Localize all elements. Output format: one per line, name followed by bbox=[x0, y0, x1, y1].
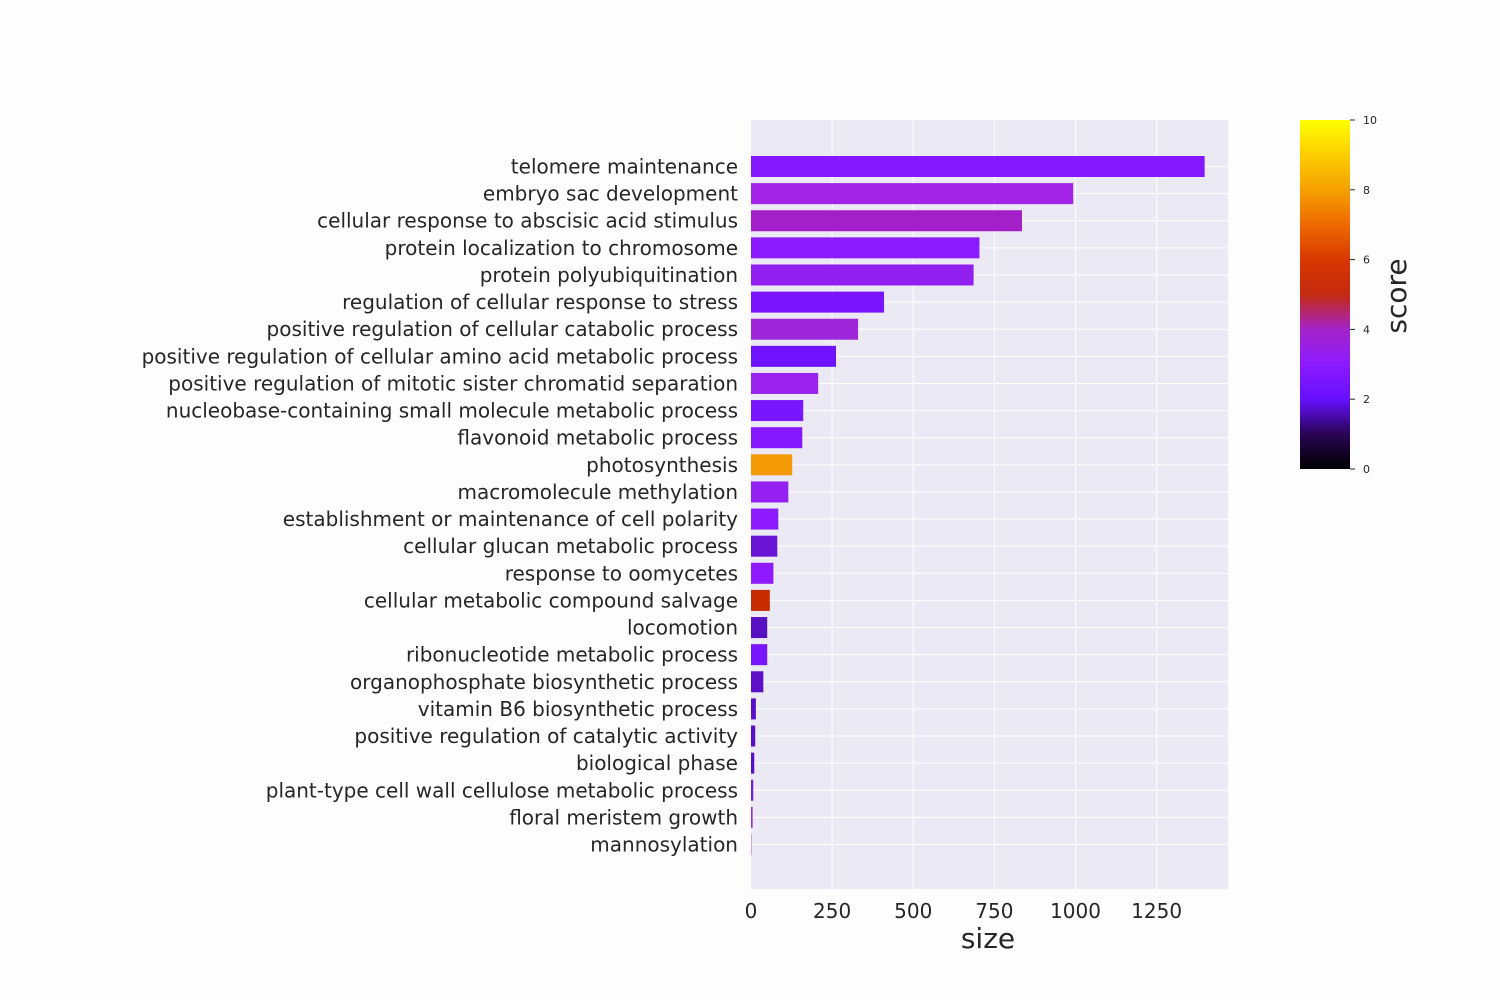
colorbar-tick-label: 10 bbox=[1363, 114, 1377, 127]
category-labels: telomere maintenance embryo sac developme… bbox=[142, 155, 739, 857]
category-label: organophosphate biosynthetic process bbox=[350, 670, 738, 694]
bar bbox=[751, 372, 819, 394]
category-label: ribonucleotide metabolic process bbox=[406, 643, 738, 667]
bar bbox=[751, 508, 779, 530]
category-label: flavonoid metabolic process bbox=[457, 426, 738, 450]
category-label: response to oomycetes bbox=[505, 561, 738, 585]
bar bbox=[751, 535, 778, 557]
bar bbox=[751, 345, 837, 367]
category-label: photosynthesis bbox=[586, 453, 738, 477]
category-label: macromolecule methylation bbox=[458, 480, 739, 504]
bar bbox=[751, 725, 756, 747]
bars bbox=[751, 156, 1205, 855]
bar bbox=[751, 427, 803, 449]
category-label: mannosylation bbox=[590, 833, 738, 857]
x-tick-label: 750 bbox=[975, 899, 1013, 923]
colorbar-tick-label: 8 bbox=[1363, 184, 1370, 197]
category-label: floral meristem growth bbox=[509, 805, 738, 829]
bar bbox=[751, 210, 1022, 232]
category-label: embryo sac development bbox=[483, 182, 738, 206]
colorbar-tick-label: 6 bbox=[1363, 254, 1370, 267]
colorbar-ticks: 0 2 4 6 8 10 bbox=[1350, 114, 1377, 476]
bar bbox=[751, 400, 804, 422]
bar bbox=[751, 806, 753, 828]
bar bbox=[751, 698, 756, 720]
category-label: protein localization to chromosome bbox=[385, 236, 738, 260]
colorbar-title: score bbox=[1380, 258, 1413, 333]
bar bbox=[751, 318, 859, 340]
bar bbox=[751, 237, 980, 259]
colorbar-tick-label: 2 bbox=[1363, 393, 1370, 406]
category-label: vitamin B6 biosynthetic process bbox=[418, 697, 738, 721]
bar bbox=[751, 562, 774, 584]
colorbar-tick-label: 4 bbox=[1363, 323, 1370, 336]
category-label: cellular glucan metabolic process bbox=[403, 534, 738, 558]
bar bbox=[751, 617, 768, 639]
category-label: positive regulation of mitotic sister ch… bbox=[168, 371, 738, 395]
x-axis-title: size bbox=[961, 922, 1015, 955]
category-label: biological phase bbox=[576, 751, 738, 775]
category-label: telomere maintenance bbox=[511, 155, 738, 179]
category-label: establishment or maintenance of cell pol… bbox=[283, 507, 738, 531]
bar bbox=[751, 589, 770, 611]
x-tick-label: 0 bbox=[745, 899, 758, 923]
bar bbox=[751, 671, 764, 693]
x-tick-label: 1250 bbox=[1131, 899, 1182, 923]
category-label: plant-type cell wall cellulose metabolic… bbox=[266, 778, 738, 802]
category-label: regulation of cellular response to stres… bbox=[342, 290, 738, 314]
bar bbox=[751, 779, 754, 801]
category-label: positive regulation of cellular amino ac… bbox=[142, 344, 738, 368]
bar bbox=[751, 156, 1205, 177]
bar bbox=[751, 264, 974, 286]
category-label: nucleobase-containing small molecule met… bbox=[166, 399, 738, 423]
category-label: locomotion bbox=[627, 616, 738, 640]
category-label: cellular metabolic compound salvage bbox=[364, 588, 738, 612]
bar bbox=[751, 183, 1074, 205]
bar bbox=[751, 454, 793, 476]
bar bbox=[751, 291, 885, 313]
colorbar bbox=[1300, 120, 1350, 469]
bar bbox=[751, 481, 789, 503]
x-axis-ticks: 0 250 500 750 1000 1250 bbox=[745, 899, 1182, 923]
category-label: cellular response to abscisic acid stimu… bbox=[317, 209, 738, 233]
category-label: positive regulation of cellular cataboli… bbox=[267, 317, 738, 341]
bar bbox=[751, 752, 755, 774]
category-label: positive regulation of catalytic activit… bbox=[354, 724, 738, 748]
x-tick-label: 250 bbox=[813, 899, 851, 923]
x-tick-label: 1000 bbox=[1050, 899, 1101, 923]
category-label: protein polyubiquitination bbox=[480, 263, 738, 287]
x-tick-label: 500 bbox=[894, 899, 932, 923]
colorbar-tick-label: 0 bbox=[1363, 463, 1370, 476]
bar bbox=[751, 644, 768, 666]
